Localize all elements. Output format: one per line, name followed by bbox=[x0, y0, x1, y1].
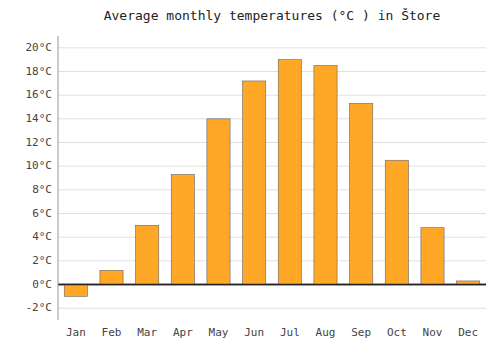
bar bbox=[136, 225, 159, 284]
bar bbox=[171, 174, 194, 284]
grid-line bbox=[58, 47, 486, 48]
y-tick-label: 18°C bbox=[26, 65, 53, 78]
x-tick-label: Mar bbox=[137, 326, 157, 339]
y-tick-label: 0°C bbox=[32, 278, 52, 291]
bar bbox=[243, 81, 266, 285]
y-tick-label: 2°C bbox=[32, 254, 52, 267]
grid-line bbox=[58, 118, 486, 119]
zero-line bbox=[58, 284, 486, 285]
y-tick-label: 10°C bbox=[26, 159, 53, 172]
y-tick-label: 16°C bbox=[26, 88, 53, 101]
grid-line bbox=[58, 213, 486, 214]
x-tick-label: Jul bbox=[280, 326, 300, 339]
title: Average monthly temperatures (°C ) in Št… bbox=[104, 8, 441, 23]
x-tick-label: Nov bbox=[423, 326, 443, 339]
grid bbox=[58, 48, 486, 308]
bar bbox=[278, 60, 301, 285]
grid-line bbox=[58, 308, 486, 309]
bar bbox=[421, 228, 444, 285]
x-tick-label: Oct bbox=[387, 326, 407, 339]
x-tick-label: Jan bbox=[66, 326, 86, 339]
x-tick-label: May bbox=[209, 326, 229, 339]
y-tick-label: 12°C bbox=[26, 136, 53, 149]
grid-line bbox=[58, 189, 486, 190]
y-tick-label: -2°C bbox=[26, 301, 53, 314]
bar bbox=[314, 66, 337, 285]
grid-line bbox=[58, 71, 486, 72]
zero-line bbox=[58, 284, 486, 285]
bar bbox=[100, 270, 123, 284]
y-tick-label: 14°C bbox=[26, 112, 53, 125]
x-axis: Jan Feb Mar Apr May Jun Jul Aug Sep Oct Nov Dec bbox=[66, 326, 478, 339]
bar bbox=[350, 103, 373, 284]
x-tick-label: Aug bbox=[316, 326, 336, 339]
y-tick-label: 6°C bbox=[32, 207, 52, 220]
x-tick-label: Feb bbox=[102, 326, 122, 339]
chart-container: Average monthly temperatures (°C ) in Št… bbox=[0, 0, 500, 350]
grid-line bbox=[58, 95, 486, 96]
x-tick-label: Apr bbox=[173, 326, 193, 339]
x-tick-label: Sep bbox=[351, 326, 371, 339]
x-tick-label: Jun bbox=[244, 326, 264, 339]
y-tick-label: 20°C bbox=[26, 41, 53, 54]
grid-line bbox=[58, 142, 486, 143]
bar bbox=[385, 160, 408, 284]
x-tick-label: Dec bbox=[458, 326, 478, 339]
y-axis: -2°C 0°C 2°C 4°C 6°C 8°C 10°C 12°C 14°C 16°C 18°C 2… bbox=[26, 41, 53, 314]
y-tick-label: 4°C bbox=[32, 230, 52, 243]
bar bbox=[207, 119, 230, 285]
y-tick-label: 8°C bbox=[32, 183, 52, 196]
bars bbox=[64, 60, 480, 297]
grid-line bbox=[58, 166, 486, 167]
bar bbox=[64, 285, 87, 297]
y-axis-line bbox=[58, 36, 59, 320]
chart: Average monthly temperatures (°C ) in Št… bbox=[0, 0, 500, 350]
